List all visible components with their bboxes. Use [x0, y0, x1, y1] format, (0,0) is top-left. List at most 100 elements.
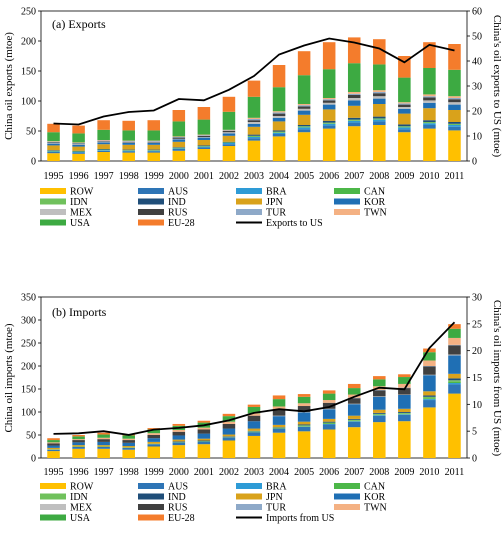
bar-segment-kor-2003: [247, 123, 261, 127]
legend-label: ROW: [70, 187, 94, 198]
bar-segment-jpn-1998: [122, 446, 135, 448]
bar-segment-ind-2007: [347, 418, 361, 420]
bar-segment-aus-1998: [122, 447, 135, 450]
bar-segment-jpn-1997: [97, 144, 110, 149]
bar-segment-twn-2009: [398, 383, 411, 388]
bar-segment-idn-2009: [398, 126, 411, 128]
bar-segment-twn-2000: [172, 136, 186, 137]
bar-segment-bra-2000: [172, 148, 186, 149]
legend-label: CAN: [364, 187, 385, 198]
bar-segment-row-2005: [297, 431, 311, 458]
bar-segment-ind-2001: [197, 145, 211, 146]
bar-segment-ind-1999: [147, 149, 161, 151]
bar-segment-aus-2008: [373, 121, 386, 125]
bar-segment-rus-2000: [172, 137, 186, 139]
x-tick-label: 2007: [344, 171, 364, 182]
bar-segment-rus-2004: [272, 409, 286, 416]
legend-label: TUR: [266, 208, 286, 219]
bar-segment-kor-2005: [297, 412, 311, 422]
bar-segment-tur-2002: [222, 130, 236, 131]
legend-label: ROW: [70, 482, 94, 493]
bar-segment-usa-2002: [222, 111, 236, 130]
bar-segment-idn-1995: [47, 150, 60, 152]
bar-segment-row-2009: [398, 421, 411, 458]
x-tick-label: 2004: [269, 467, 289, 478]
legend-label: JPN: [266, 197, 283, 208]
bar-segment-row-2000: [172, 445, 186, 458]
bar-segment-row-2010: [423, 128, 436, 161]
bar-segment-aus-2006: [322, 424, 336, 430]
x-tick-label: 2001: [194, 171, 214, 182]
bar-segment-twn-1995: [47, 141, 60, 142]
bar-segment-row-2011: [448, 393, 461, 458]
bar-segment-idn-2010: [423, 396, 436, 399]
bar-segment-rus-2006: [322, 402, 336, 409]
bar-segment-eu-28-2004: [272, 65, 286, 88]
bar-segment-idn-1996: [72, 151, 85, 152]
bar-segment-ind-2008: [373, 412, 386, 414]
bar-segment-eu-28-2003: [247, 80, 261, 97]
bar-segment-tur-1995: [47, 141, 60, 143]
bar-segment-aus-2004: [272, 428, 286, 433]
bar-segment-idn-1997: [97, 149, 110, 151]
y-axis-label: China oil exports (mtoe): [3, 32, 15, 140]
x-tick-label: 2008: [369, 467, 389, 478]
bar-segment-mex-1995: [47, 143, 60, 144]
legend-swatch-row: [40, 188, 66, 194]
bar-segment-twn-1997: [97, 140, 110, 141]
bar-segment-ind-2011: [448, 378, 461, 381]
bar-segment-twn-2001: [197, 134, 211, 136]
legend-swatch-rus: [138, 209, 164, 215]
bar-segment-rus-2000: [172, 431, 186, 436]
bar-segment-jpn-2009: [398, 408, 411, 412]
bar-segment-can-2011: [448, 381, 461, 384]
bar-segment-eu-28-2010: [423, 348, 436, 353]
legend-label: TWN: [364, 208, 387, 219]
legend-swatch-eu-28: [138, 514, 164, 521]
bar-segment-eu-28-1997: [97, 120, 110, 130]
x-tick-label: 2002: [219, 467, 239, 478]
bar-segment-kor-2004: [272, 117, 286, 122]
legend-swatch-usa: [40, 514, 66, 521]
legend-label: EU-28: [168, 218, 195, 229]
legend-label: TWN: [364, 503, 387, 514]
bar-segment-tur-2010: [423, 96, 436, 98]
bar-segment-twn-1995: [47, 442, 60, 444]
y2-axis-label: China's oil exports to US (mtoe): [491, 15, 503, 158]
legend-swatch-mex: [40, 504, 66, 510]
bar-segment-row-1995: [47, 451, 60, 458]
bar-segment-jpn-1999: [147, 144, 161, 150]
bar-segment-twn-2010: [423, 360, 436, 366]
bar-segment-usa-2008: [373, 64, 386, 91]
bar-segment-aus-2011: [448, 126, 461, 131]
bar-segment-jpn-2006: [322, 418, 336, 422]
bar-segment-idn-2005: [297, 126, 311, 128]
bar-segment-jpn-2004: [272, 424, 286, 428]
bar-segment-eu-28-1995: [47, 123, 60, 133]
bar-segment-aus-2011: [448, 384, 461, 394]
bar-segment-row-2002: [222, 146, 236, 161]
y-tick-label: 150: [21, 385, 36, 396]
bar-segment-eu-28-2002: [222, 96, 236, 112]
legend-swatch-bra: [236, 483, 262, 489]
bar-segment-tur-1997: [97, 140, 110, 142]
legend-label: Imports from US: [266, 513, 334, 524]
bar-segment-jpn-2009: [398, 113, 411, 125]
x-tick-label: 2001: [194, 467, 214, 478]
bar-segment-mex-2011: [448, 102, 461, 105]
bar-segment-jpn-2007: [347, 415, 361, 419]
bar-segment-ind-2002: [222, 141, 236, 143]
legend-swatch-jpn: [236, 198, 262, 205]
x-axis: 1995 1996 1997 1998 1999 2000 2001 2002 2003 2004…: [44, 467, 465, 478]
bar-segment-bra-1998: [122, 150, 135, 152]
bar-segment-rus-2003: [247, 415, 261, 422]
y-tick-label: 100: [21, 97, 36, 108]
bar-segment-tur-2011: [448, 98, 461, 100]
legend-label: KOR: [364, 492, 385, 503]
bar-segment-usa-2011: [448, 328, 461, 338]
bar-segment-aus-2005: [297, 129, 311, 133]
bar-segment-rus-2002: [222, 423, 236, 429]
bar-segment-bra-2003: [247, 137, 261, 139]
bar-segment-ind-2009: [398, 412, 411, 413]
